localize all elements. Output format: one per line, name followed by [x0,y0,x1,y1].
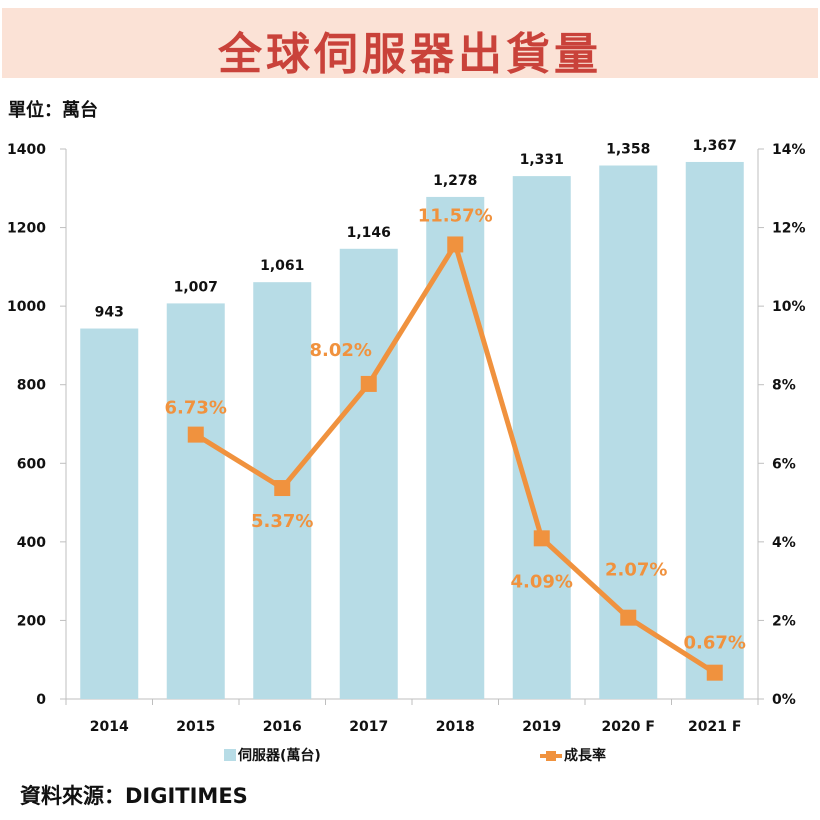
bar-value-label: 1,278 [433,173,477,189]
y-tick-label-left: 600 [17,456,46,472]
x-tick-label: 2015 [176,719,215,735]
pct-value-label: 11.57% [418,205,493,226]
y-tick-label-left: 200 [17,613,46,629]
growth-marker [274,480,291,497]
bar-series [80,161,744,700]
chart-title: 全球伺服器出貨量 [218,29,602,80]
y-tick-label-right: 4% [772,535,796,551]
pct-value-label: 6.73% [165,398,227,419]
growth-marker [360,375,377,392]
y-tick-label-right: 6% [772,456,796,472]
y-tick-label-left: 1400 [7,142,46,158]
growth-marker [706,664,723,681]
y-tick-label-left: 1200 [7,221,46,237]
growth-marker [447,236,464,253]
y-tick-label-left: 400 [17,535,46,551]
pct-value-label: 0.67% [684,633,746,654]
growth-marker [187,426,204,443]
pct-value-labels: 6.73% 5.37% 8.02% 11.57% 4.09% 2.07% 0.67% [165,205,746,653]
y-tick-label-right: 8% [772,378,796,394]
bar [685,161,744,699]
y-tick-label-left: 0 [36,692,46,708]
bar-value-label: 943 [95,305,124,321]
chart-legend: 伺服器(萬台) 成長率 [224,747,606,764]
legend-label-bar: 伺服器(萬台) [237,747,321,764]
growth-marker [533,530,550,547]
y-tick-label-right: 10% [772,299,806,315]
legend-label-line: 成長率 [564,747,606,764]
bar-value-label: 1,367 [693,138,737,154]
bar-value-label: 1,007 [174,279,218,295]
y-tick-label-right: 0% [772,692,796,708]
bar-value-label: 1,358 [606,142,650,158]
bar [512,176,571,699]
unit-label: 單位：萬台 [8,100,98,121]
bar-value-label: 1,061 [260,258,304,274]
x-tick-label: 2017 [349,719,388,735]
y-tick-label-left: 1000 [7,299,46,315]
y-tick-label-right: 2% [772,613,796,629]
x-tick-label: 2014 [90,719,129,735]
title-banner: 全球伺服器出貨量 [2,8,818,80]
x-tick-label: 2020 F [602,719,655,735]
bar-value-labels: 943 1,007 1,061 1,146 1,278 1,331 1,358 1,367 [95,138,737,321]
x-tick-label: 2018 [436,719,475,735]
y-tick-label-left: 800 [17,378,46,394]
y-tick-label-right: 12% [772,221,806,237]
pct-value-label: 8.02% [310,340,372,361]
chart-axes: 0 0% 200 2% 400 4% 600 6% 800 8% 1000 10% 1200 12% 140… [7,142,805,735]
line-series [187,236,723,681]
pct-value-label: 5.37% [251,511,313,532]
y-tick-label-right: 14% [772,142,806,158]
x-tick-label: 2019 [522,719,561,735]
bar-value-label: 1,331 [520,152,564,168]
bar [339,248,398,700]
pct-value-label: 4.09% [511,571,573,592]
bar-value-label: 1,146 [347,225,391,241]
growth-marker [620,609,637,626]
x-tick-label: 2016 [263,719,302,735]
legend-swatch-marker [546,751,556,761]
bar [166,303,225,699]
bar [80,328,139,699]
x-tick-label: 2021 F [688,719,741,735]
legend-swatch-bar [224,749,236,761]
pct-value-label: 2.07% [605,560,667,581]
source-label: 資料來源：DIGITIMES [20,784,248,808]
bar [426,196,485,699]
